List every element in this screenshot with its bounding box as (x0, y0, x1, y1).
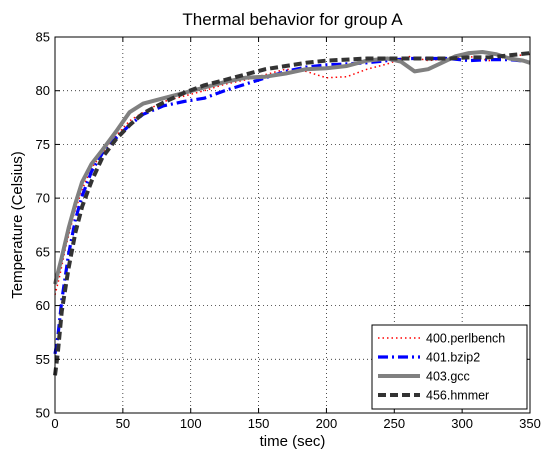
x-axis-label: time (sec) (260, 433, 326, 450)
legend-label: 403.gcc (426, 370, 470, 384)
x-tick-label: 100 (180, 416, 202, 431)
x-tick-label: 200 (316, 416, 338, 431)
y-tick-label: 75 (36, 137, 50, 152)
series-lines (53, 50, 531, 376)
legend-label: 401.bzip2 (426, 351, 480, 365)
y-tick-label: 55 (36, 352, 50, 367)
legend-label: 400.perlbench (426, 332, 505, 346)
y-tick-label: 70 (36, 191, 50, 206)
legend-label: 456.hmmer (426, 389, 489, 403)
x-tick-label: 350 (519, 416, 541, 431)
y-tick-label: 85 (36, 30, 50, 45)
y-tick-label: 60 (36, 298, 50, 313)
series-line-403-gcc (53, 50, 531, 285)
y-tick-label: 50 (36, 406, 50, 421)
legend: 400.perlbench 401.bzip2 403.gcc 456.hmmer (371, 324, 528, 410)
series-line-400-perlbench (54, 53, 531, 295)
series-line-456-hmmer (53, 51, 531, 376)
x-tick-label: 0 (51, 416, 58, 431)
plot-frame (54, 36, 531, 414)
y-tick-label: 65 (36, 244, 50, 259)
x-tick-label: 50 (116, 416, 130, 431)
y-axis-label: Temperature (Celsius) (9, 151, 26, 299)
grid-lines (55, 37, 530, 413)
x-tick-label: 300 (451, 416, 473, 431)
x-tick-label: 250 (383, 416, 405, 431)
chart-title: Thermal behavior for group A (182, 10, 403, 29)
x-tick-label: 150 (248, 416, 270, 431)
y-tick-label: 80 (36, 83, 50, 98)
